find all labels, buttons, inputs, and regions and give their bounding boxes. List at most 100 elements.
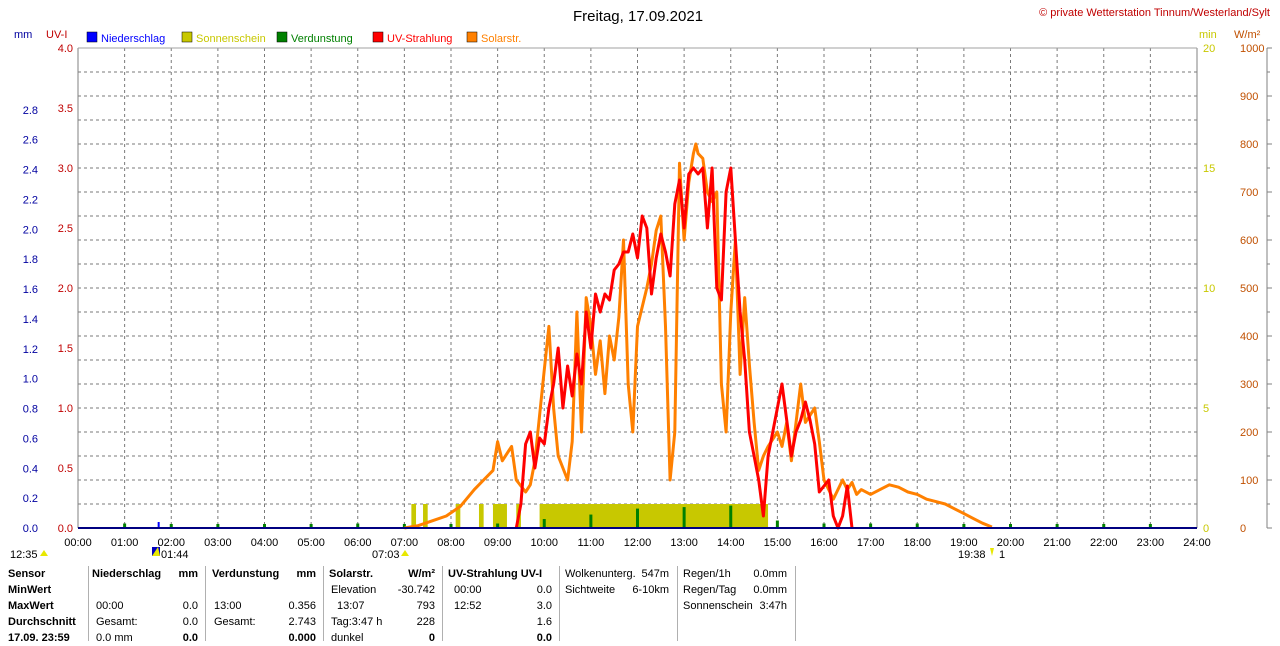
verdunstung-unit: mm: [296, 568, 316, 580]
stats-separator: [677, 566, 678, 641]
wm2-tick-label: 900: [1240, 91, 1258, 103]
mm-tick-label: 2.8: [23, 105, 38, 117]
solar-current-value: 0: [428, 632, 435, 644]
mm-tick-label: 0.8: [23, 404, 38, 416]
mm-tick-label: 2.6: [23, 135, 38, 147]
x-tick-label: 05:00: [297, 537, 325, 549]
unit-min-label: min: [1199, 29, 1217, 41]
uvi-tick-label: 1.5: [58, 343, 73, 355]
evaporation-bar: [1148, 524, 1152, 528]
legend-swatch: [372, 31, 384, 43]
x-tick-label: 16:00: [810, 537, 838, 549]
sichtweite-value: 6-10km: [632, 584, 669, 596]
chart-grid: [78, 48, 1197, 528]
solar-max-time: 13:07: [337, 600, 365, 612]
x-tick-label: 02:00: [157, 537, 185, 549]
regen-tag-label: Regen/Tag: [683, 584, 737, 596]
mm-tick-label: 1.0: [23, 374, 38, 386]
solar-header: Solarstr.: [329, 568, 374, 580]
left-sun-triangle-icon: [40, 550, 48, 556]
solar-max-value: 793: [416, 600, 435, 612]
wm2-tick-label: 1000: [1240, 43, 1264, 55]
maxwert-label: MaxWert: [8, 600, 54, 612]
regen-1h-label: Regen/1h: [683, 568, 731, 580]
legend-swatch: [466, 31, 478, 43]
sunshine-bar: [492, 504, 507, 528]
evaporation-bar: [915, 523, 919, 528]
x-tick-label: 06:00: [344, 537, 372, 549]
solar-radiation-line: [404, 142, 993, 530]
line-series: [404, 142, 993, 530]
niederschlag-max-time: 00:00: [96, 600, 124, 612]
evaporation-bar: [682, 507, 686, 528]
uv-column: UV-Strahlung UV-I 00:00 0.0 12:52 3.0 1.6 …: [446, 566, 556, 644]
sunrise-time-marker: 07:03: [372, 549, 400, 561]
wm2-tick-label: 200: [1240, 427, 1258, 439]
uv-max-time: 12:52: [454, 600, 482, 612]
unit-mm-label: mm: [14, 29, 32, 41]
sensor-column: Sensor MinWert MaxWert Durchschnitt 17.0…: [8, 566, 88, 644]
evaporation-bar: [822, 523, 826, 528]
sunshine-bar: [423, 504, 428, 528]
wm2-tick-label: 100: [1240, 475, 1258, 487]
verdunstung-current-value: 0.000: [288, 632, 316, 644]
regen-tag-value: 0.0mm: [753, 584, 787, 596]
evaporation-bar: [309, 524, 313, 528]
precipitation-bar: [157, 522, 160, 528]
verdunstung-total-label: Gesamt:: [214, 616, 256, 628]
sunrise-triangle-icon: [401, 550, 409, 556]
niederschlag-current-text: 0.0 mm: [96, 632, 133, 644]
x-tick-label: 08:00: [437, 537, 465, 549]
wm2-tick-label: 500: [1240, 283, 1258, 295]
uv-max-value: 3.0: [536, 600, 552, 612]
mm-tick-label: 2.2: [23, 194, 38, 206]
mm-tick-label: 2.4: [23, 165, 38, 177]
legend-label: UV-Strahlung: [387, 33, 452, 45]
evaporation-bar: [869, 523, 873, 528]
wolken-value: 547m: [641, 568, 669, 580]
legend-swatch: [181, 31, 193, 43]
solar-dark-label: dunkel: [331, 632, 364, 644]
stats-separator: [88, 566, 89, 641]
legend-swatch: [276, 31, 288, 43]
niederschlag-current-value: 0.0: [182, 632, 198, 644]
solar-elevation-value: -30.742: [397, 584, 435, 596]
mm-tick-label: 0.6: [23, 433, 38, 445]
uvi-tick-label: 0.5: [58, 463, 73, 475]
niederschlag-max-value: 0.0: [182, 600, 198, 612]
weather-chart: 00:00 01:00 02:00 03:00 04:00 05:00 06:00 07:00…: [10, 7, 1272, 561]
timestamp-label: 17.09. 23:59: [8, 632, 70, 644]
solar-avg-value: 228: [416, 616, 435, 628]
uv-min-time: 00:00: [454, 584, 482, 596]
sensor-header: Sensor: [8, 568, 46, 580]
x-tick-label: 13:00: [670, 537, 698, 549]
x-tick-label: 11:00: [578, 537, 605, 549]
uvi-tick-label: 3.5: [58, 103, 73, 115]
wolken-column: Wolkenunterg. 547m Sichtweite 6-10km: [563, 566, 673, 641]
legend-swatch: [86, 31, 98, 43]
regen-1h-value: 0.0mm: [753, 568, 787, 580]
precipitation-series: [157, 522, 160, 528]
min-tick-label: 20: [1203, 43, 1215, 55]
uvi-tick-label: 4.0: [58, 43, 73, 55]
sunshine-bar: [411, 504, 417, 528]
x-tick-label: 22:00: [1090, 537, 1118, 549]
wm2-tick-label: 700: [1240, 187, 1258, 199]
x-tick-label: 09:00: [484, 537, 512, 549]
x-tick-label: 14:00: [717, 537, 745, 549]
sunset-time-marker: 19:38: [958, 549, 986, 561]
evaporation-bar: [636, 508, 639, 528]
verdunstung-max-value: 0.356: [288, 600, 316, 612]
wm2-tick-label: 800: [1240, 139, 1258, 151]
evaporation-bar: [775, 520, 779, 528]
min-tick-label: 15: [1203, 163, 1215, 175]
min-tick-label: 5: [1203, 403, 1209, 415]
mm-tick-label: 0.2: [23, 493, 38, 505]
sunshine-bar: [478, 504, 484, 528]
unit-wm2-label: W/m²: [1234, 29, 1261, 41]
evaporation-bar: [962, 524, 966, 528]
wm2-tick-label: 300: [1240, 379, 1258, 391]
uv-header: UV-Strahlung UV-I: [448, 568, 543, 580]
stats-separator: [205, 566, 206, 641]
legend-label: Verdunstung: [291, 33, 353, 45]
